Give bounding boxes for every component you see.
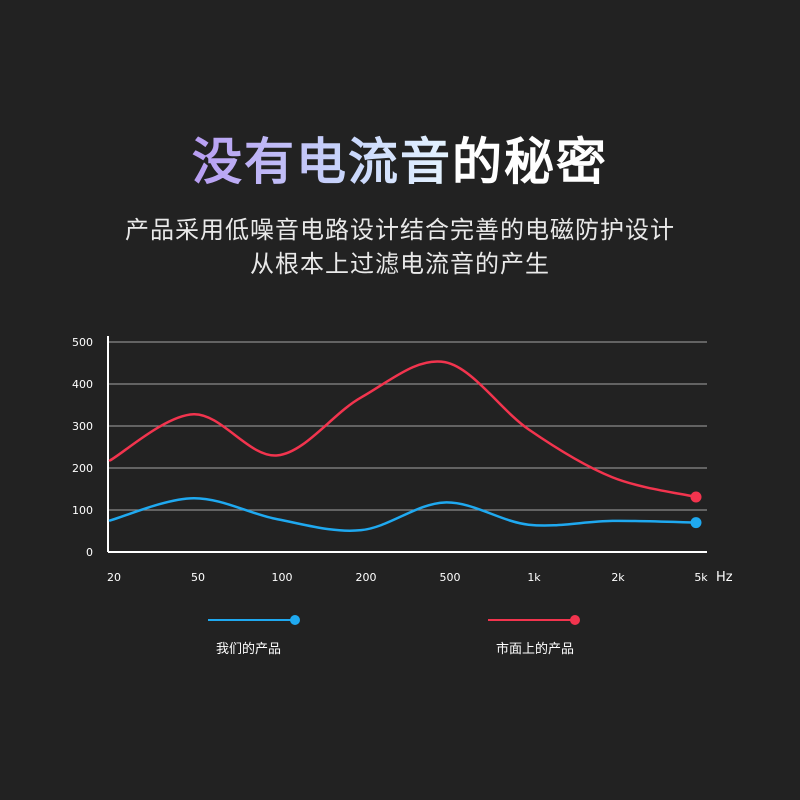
y-tick-label-0: 0 bbox=[86, 546, 93, 559]
legend-line-our-product bbox=[208, 619, 296, 621]
y-tick-label-300: 300 bbox=[72, 420, 93, 433]
legend-label-our-product: 我们的产品 bbox=[216, 642, 282, 657]
legend-marker-our-product bbox=[290, 615, 300, 625]
x-tick-label-1k: 1k bbox=[527, 571, 541, 584]
data-point-our-product-5k bbox=[690, 517, 702, 529]
subtitle-line-2: 从根本上过滤电流音的产生 bbox=[250, 250, 550, 278]
y-tick-label-400: 400 bbox=[72, 378, 93, 391]
title-highlight: 没有电流音 bbox=[192, 133, 452, 191]
x-tick-label-5k: 5k bbox=[694, 571, 708, 584]
data-point-market-product-5k bbox=[690, 491, 702, 503]
y-tick-label-100: 100 bbox=[72, 504, 93, 517]
legend-item-our-product: 我们的产品 bbox=[208, 610, 368, 660]
x-tick-label-100: 100 bbox=[272, 571, 293, 584]
y-tick-label-500: 500 bbox=[72, 336, 93, 349]
x-tick-label-500: 500 bbox=[440, 571, 461, 584]
legend-marker-market-product bbox=[570, 615, 580, 625]
legend-line-market-product bbox=[488, 619, 576, 621]
x-axis-unit-label: Hz bbox=[716, 570, 733, 585]
legend-item-market-product: 市面上的产品 bbox=[488, 610, 648, 660]
x-tick-label-20: 20 bbox=[107, 571, 121, 584]
series-line-market-product bbox=[108, 360, 698, 499]
title-rest: 的秘密 bbox=[452, 133, 608, 191]
y-tick-label-200: 200 bbox=[72, 462, 93, 475]
series-line-our-product bbox=[108, 496, 698, 532]
x-tick-label-50: 50 bbox=[191, 571, 205, 584]
x-tick-label-200: 200 bbox=[356, 571, 377, 584]
page-title: 没有电流音的秘密 bbox=[0, 122, 800, 194]
x-tick-label-2k: 2k bbox=[611, 571, 625, 584]
subtitle-line-1: 产品采用低噪音电路设计结合完善的电磁防护设计 bbox=[125, 216, 675, 244]
legend-label-market-product: 市面上的产品 bbox=[496, 642, 575, 657]
